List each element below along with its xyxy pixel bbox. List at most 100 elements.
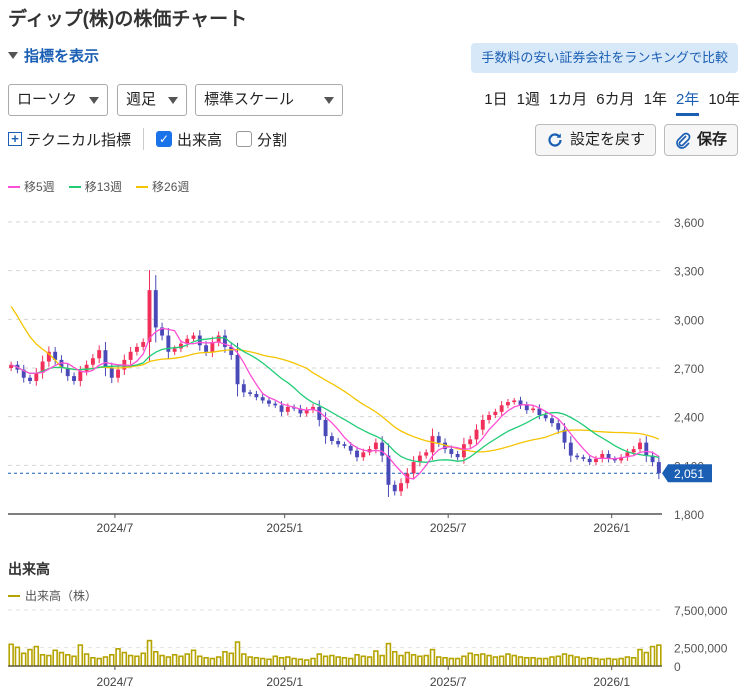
- candle-body: [342, 444, 347, 446]
- volume-tick-label: 2,500,000: [674, 641, 728, 655]
- volume-bar: [335, 656, 341, 667]
- volume-bar: [64, 653, 71, 667]
- broker-ranking-link[interactable]: 手数料の安い証券会社をランキングで比較: [471, 43, 738, 73]
- reset-settings-button[interactable]: 設定を戻す: [534, 124, 656, 156]
- candle-body: [468, 439, 473, 445]
- candle-body: [386, 455, 391, 485]
- candle-body: [625, 452, 630, 458]
- split-checkbox[interactable]: [236, 131, 253, 147]
- period-tabs: 1日 1週 1カ月 6カ月 1年 2年 10年: [484, 88, 740, 116]
- candle-body: [128, 351, 133, 360]
- candle-body: [329, 436, 334, 441]
- volume-bar: [385, 642, 392, 667]
- refresh-icon: [548, 133, 562, 147]
- period-tab-1w[interactable]: 1週: [516, 91, 540, 108]
- volume-bar: [536, 657, 543, 667]
- candle-body: [229, 346, 234, 356]
- candle-body: [172, 348, 177, 352]
- volume-bar: [624, 656, 631, 667]
- volume-bar: [190, 649, 197, 667]
- candle-body: [531, 408, 536, 411]
- volume-bar: [140, 652, 146, 667]
- volume-bar: [253, 656, 260, 667]
- candle-body: [543, 415, 548, 419]
- volume-bar: [121, 651, 128, 667]
- volume-bar: [134, 655, 140, 667]
- volume-bar: [473, 653, 480, 667]
- candle-body: [97, 350, 102, 359]
- period-tab-1d[interactable]: 1日: [484, 91, 508, 108]
- chevron-down-icon: [168, 97, 178, 104]
- candle-body: [619, 457, 624, 461]
- candle-body: [361, 452, 366, 458]
- volume-bar: [517, 656, 524, 667]
- chevron-down-icon: [89, 97, 99, 104]
- period-tab-2y[interactable]: 2年: [675, 88, 700, 116]
- legend-ma13: 移13週: [68, 178, 122, 195]
- candle-body: [279, 405, 284, 412]
- candle-body: [191, 335, 196, 339]
- volume-bar: [39, 653, 46, 667]
- candle-body: [254, 393, 259, 398]
- candle-body: [581, 457, 586, 459]
- chart-legend: 移5週 移13週 移26週: [8, 178, 189, 195]
- period-tab-10y[interactable]: 10年: [708, 91, 740, 108]
- volume-x-tick-label: 2025/7: [430, 675, 467, 689]
- volume-bar: [605, 657, 612, 667]
- candle-body: [562, 429, 567, 443]
- candle-body: [644, 442, 649, 456]
- volume-bar: [379, 654, 385, 667]
- indicator-toggle[interactable]: 指標を表示: [8, 45, 99, 66]
- period-tab-6m[interactable]: 6カ月: [596, 91, 635, 108]
- plus-icon[interactable]: +: [8, 132, 22, 146]
- candle-body: [631, 449, 636, 453]
- scale-value: 標準スケール: [204, 91, 295, 108]
- period-tab-1m[interactable]: 1カ月: [548, 91, 588, 108]
- interval-select[interactable]: 週足: [117, 84, 187, 116]
- volume-bar: [90, 656, 96, 667]
- chart-type-select[interactable]: ローソク: [8, 84, 108, 116]
- candle-body: [46, 351, 51, 362]
- volume-bar: [222, 651, 228, 667]
- volume-bar: [297, 658, 304, 667]
- candle-body: [449, 449, 454, 454]
- candle-body: [430, 436, 435, 453]
- scale-select[interactable]: 標準スケール: [195, 84, 343, 116]
- candle-body: [612, 458, 617, 461]
- chart-options-row: + テクニカル指標 ✓ 出来高 分割: [8, 128, 287, 150]
- candle-body: [166, 335, 171, 352]
- candle-body: [53, 351, 58, 360]
- volume-bar: [480, 653, 486, 667]
- volume-tick-label: 7,500,000: [674, 604, 728, 618]
- candle-body: [34, 372, 39, 381]
- volume-bar: [272, 655, 279, 667]
- candle-body: [550, 418, 554, 424]
- volume-bar: [347, 657, 354, 667]
- volume-bar: [33, 645, 40, 667]
- price-x-tick-label: 2024/7: [97, 521, 134, 535]
- candle-body: [656, 462, 661, 474]
- candle-body: [399, 483, 403, 492]
- volume-bar: [448, 657, 455, 667]
- volume-bar: [373, 650, 379, 667]
- candle-body: [267, 400, 271, 404]
- volume-bar: [561, 653, 568, 667]
- technical-indicator-link[interactable]: テクニカル指標: [26, 131, 132, 149]
- volume-bar: [291, 657, 297, 667]
- candle-body: [499, 405, 504, 412]
- period-tab-1y[interactable]: 1年: [643, 91, 667, 108]
- volume-bar: [285, 656, 291, 667]
- candle-body: [273, 403, 278, 406]
- volume-checkbox[interactable]: ✓: [156, 131, 173, 147]
- volume-legend: 出来高（株）: [8, 587, 97, 604]
- candle-body: [348, 445, 353, 451]
- candle-body: [298, 408, 303, 414]
- volume-bar: [266, 658, 272, 667]
- volume-bar: [184, 653, 190, 667]
- volume-bar: [102, 656, 109, 667]
- volume-bar: [303, 659, 310, 667]
- volume-bar: [586, 656, 593, 667]
- volume-bar: [316, 653, 323, 667]
- save-button[interactable]: 保存: [663, 124, 738, 156]
- price-tick-label: 1,800: [674, 508, 704, 522]
